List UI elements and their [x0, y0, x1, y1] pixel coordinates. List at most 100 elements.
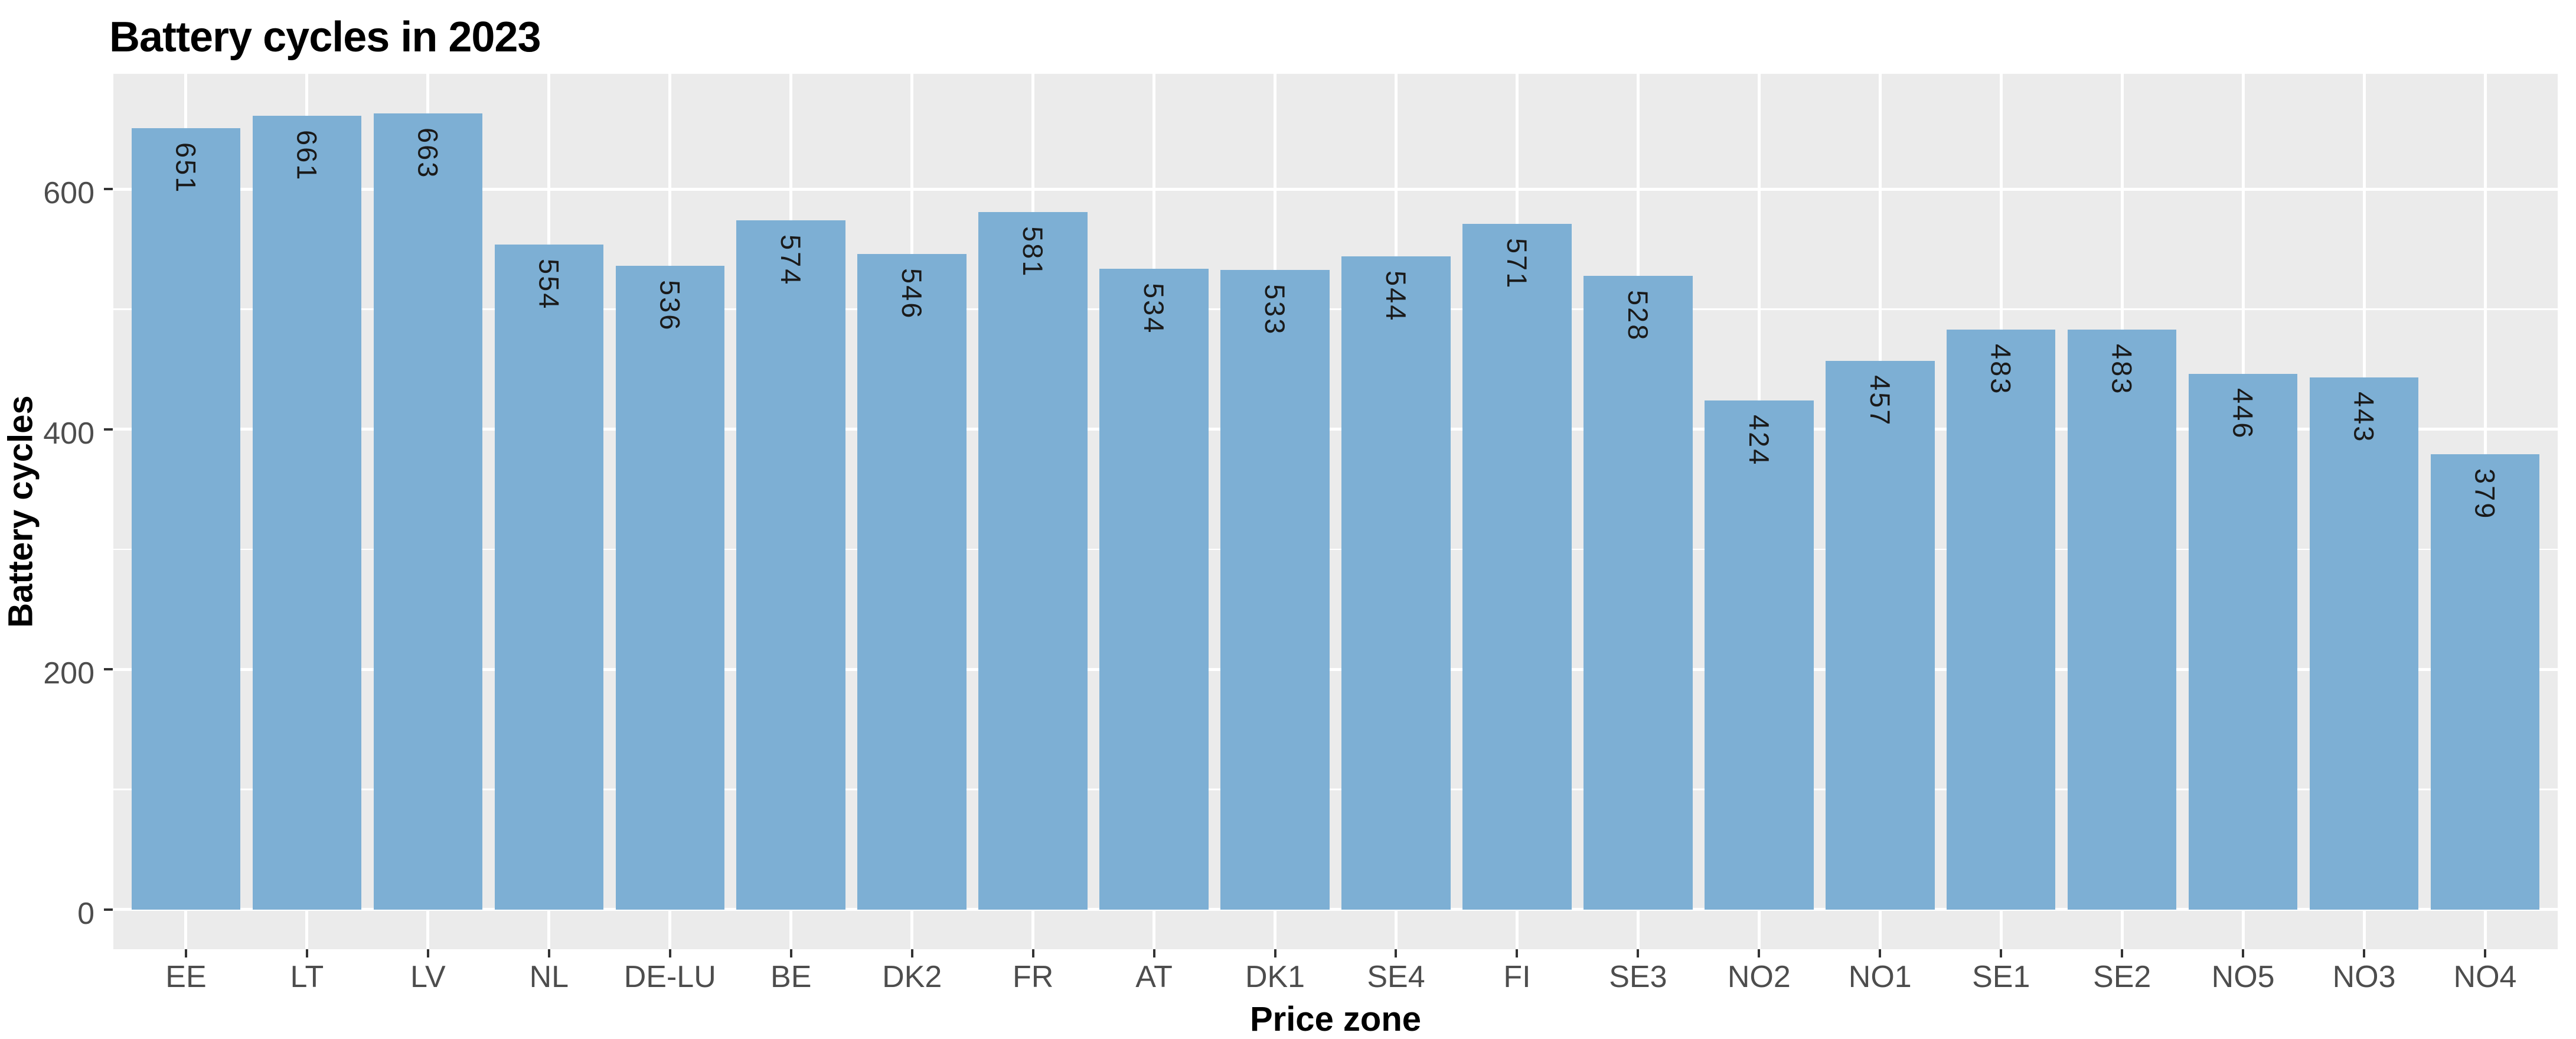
bar-value-label: 536: [654, 280, 686, 332]
x-axis-tick-mark: [1395, 949, 1398, 957]
x-axis-tick-mark: [1758, 949, 1761, 957]
x-axis-tick-mark: [2484, 949, 2487, 957]
y-axis-tick-label: 600: [43, 176, 94, 211]
bar: [1220, 269, 1330, 910]
bar-value-label: 574: [775, 234, 807, 286]
x-axis-tick-mark: [1516, 949, 1519, 957]
bar: [2188, 374, 2298, 910]
y-axis-tick-mark: [104, 908, 113, 911]
y-axis-tick-label: 0: [77, 896, 94, 931]
bar-value-label: 661: [291, 130, 323, 182]
chart-title: Battery cycles in 2023: [109, 14, 541, 61]
x-axis-tick-mark: [910, 949, 913, 957]
x-axis-tick-label: DK2: [882, 960, 942, 994]
gridline-minor-horizontal: [113, 548, 2558, 551]
bar-value-label: 457: [1864, 374, 1896, 427]
x-axis-tick-mark: [1031, 949, 1034, 957]
bar: [1705, 400, 1814, 910]
bar-value-label: 571: [1501, 238, 1533, 290]
bar-value-label: 446: [2227, 388, 2259, 440]
gridline-major-horizontal: [113, 187, 2558, 191]
x-axis-tick-label: NO2: [1727, 960, 1791, 994]
x-axis-tick-mark: [2121, 949, 2124, 957]
x-axis-tick-label: SE1: [1972, 960, 2030, 994]
x-axis-tick-label: SE2: [2093, 960, 2151, 994]
x-axis-tick-label: LV: [410, 960, 446, 994]
x-axis-tick-mark: [789, 949, 792, 957]
x-axis-tick-mark: [1637, 949, 1640, 957]
gridline-minor-horizontal: [113, 789, 2558, 790]
x-axis-tick-label: AT: [1135, 960, 1173, 994]
bar-value-label: 533: [1259, 284, 1291, 336]
bar: [494, 244, 604, 910]
bar-value-label: 663: [412, 128, 444, 180]
x-axis-tick-mark: [2363, 949, 2366, 957]
x-axis-tick-label: SE3: [1609, 960, 1667, 994]
bar: [1462, 224, 1572, 910]
x-axis-tick-label: SE4: [1367, 960, 1425, 994]
bar-value-label: 651: [170, 142, 202, 194]
y-axis-tick-mark: [104, 668, 113, 671]
bar-value-label: 534: [1138, 282, 1170, 334]
bar: [373, 113, 483, 910]
x-axis-tick-label: LT: [290, 960, 324, 994]
x-axis-tick-mark: [2000, 949, 2003, 957]
bar: [2067, 330, 2177, 910]
bar: [857, 254, 967, 910]
x-axis-tick-label: NO4: [2453, 960, 2517, 994]
bar: [615, 266, 724, 910]
bar-value-label: 424: [1743, 415, 1775, 467]
x-axis-tick-mark: [184, 949, 187, 957]
bar-value-label: 544: [1380, 271, 1412, 323]
bar: [978, 211, 1088, 910]
bar-value-label: 379: [2469, 468, 2501, 520]
x-axis-tick-label: DK1: [1245, 960, 1305, 994]
bar: [1341, 256, 1451, 910]
bar: [2309, 377, 2419, 910]
bar-value-label: 581: [1017, 226, 1049, 278]
bar-value-label: 554: [533, 258, 565, 311]
x-axis-tick-mark: [426, 949, 429, 957]
x-axis-tick-mark: [1152, 949, 1155, 957]
bar: [1099, 268, 1209, 910]
bar: [1826, 360, 1935, 910]
y-axis-title: Battery cycles: [1, 395, 40, 628]
bar-value-label: 483: [1985, 344, 2017, 396]
x-axis-tick-label: FI: [1503, 960, 1531, 994]
x-axis-tick-label: NO3: [2332, 960, 2396, 994]
x-axis-tick-mark: [547, 949, 550, 957]
bar-value-label: 483: [2106, 344, 2138, 396]
y-axis-tick-mark: [104, 188, 113, 191]
x-axis-title: Price zone: [1249, 1000, 1422, 1038]
bar: [2430, 454, 2540, 910]
bar-value-label: 528: [1622, 289, 1654, 342]
gridline-major-horizontal: [113, 428, 2558, 431]
y-axis-tick-label: 200: [43, 656, 94, 691]
x-axis-tick-label: BE: [770, 960, 812, 994]
x-axis-tick-label: EE: [165, 960, 207, 994]
gridline-minor-horizontal: [113, 308, 2558, 310]
x-axis-tick-mark: [305, 949, 308, 957]
bar: [736, 220, 845, 910]
x-axis-tick-label: NO5: [2211, 960, 2275, 994]
x-axis-tick-label: FR: [1012, 960, 1054, 994]
x-axis-tick-mark: [1274, 949, 1276, 957]
bar-value-label: 443: [2348, 392, 2380, 444]
x-axis-tick-mark: [2242, 949, 2245, 957]
x-axis-tick-label: NO1: [1848, 960, 1912, 994]
x-axis-tick-mark: [1879, 949, 1882, 957]
bar: [252, 116, 362, 910]
gridline-major-horizontal: [113, 908, 2558, 911]
x-axis-tick-label: NL: [529, 960, 569, 994]
plot-panel: 651 661 663 554 536 574 546 581 534 533 544 571 528 4…: [113, 74, 2558, 949]
bar-value-label: 546: [896, 268, 928, 320]
bar: [131, 128, 241, 910]
bar: [1584, 275, 1693, 910]
gridline-major-horizontal: [113, 667, 2558, 671]
bar: [1947, 330, 2056, 910]
x-axis-tick-mark: [668, 949, 671, 957]
y-axis-tick-mark: [104, 428, 113, 431]
y-axis-tick-label: 400: [43, 416, 94, 451]
x-axis-tick-label: DE-LU: [623, 960, 716, 994]
